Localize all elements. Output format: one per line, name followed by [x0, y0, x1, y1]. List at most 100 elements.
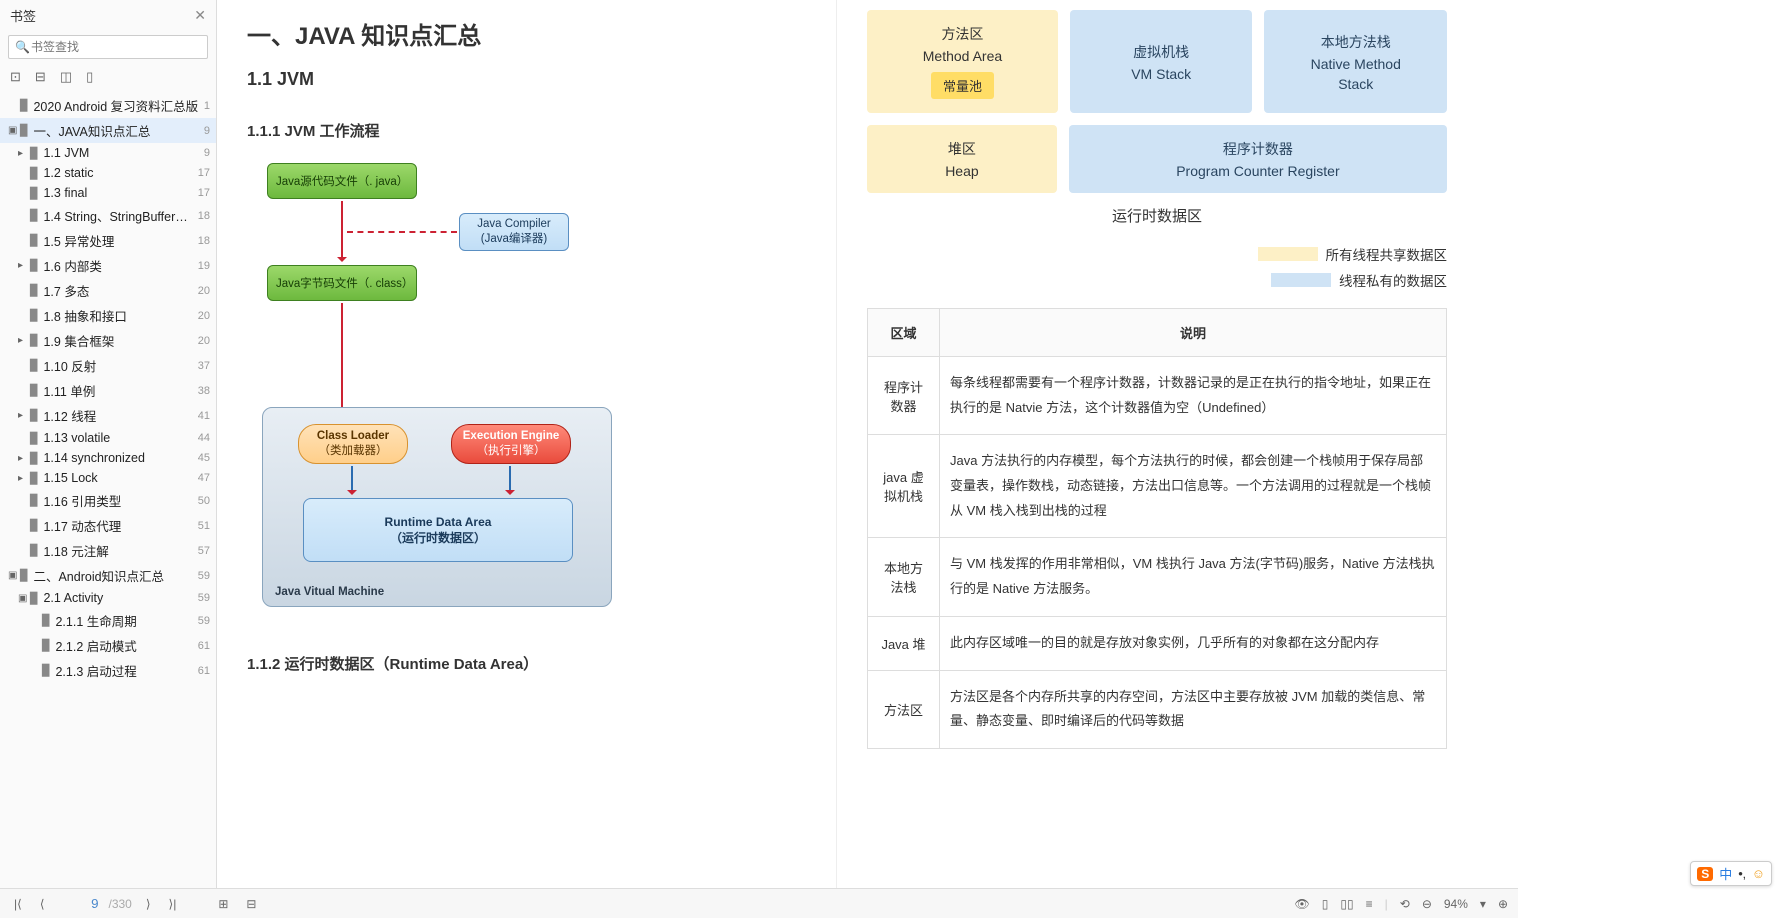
bookmark-item[interactable]: ▉1.4 String、StringBuffer、StringBuilder18 — [0, 203, 216, 228]
flow-compiler: Java Compiler (Java编译器) — [459, 213, 569, 251]
bookmark-item[interactable]: ▸▉1.6 内部类19 — [0, 253, 216, 278]
bookmark-item[interactable]: ▉2.1.2 启动模式61 — [0, 633, 216, 658]
bookmark-label: 1.9 集合框架 — [43, 331, 193, 350]
next-page-button[interactable]: ⟩ — [142, 897, 155, 911]
bookmark-label: 1.7 多态 — [43, 281, 193, 300]
collapse-icon[interactable]: ⊟ — [35, 69, 46, 85]
table-cell-region: 程序计数器 — [868, 357, 940, 435]
bookmark-icon: ▉ — [30, 209, 38, 222]
zoom-out-icon[interactable]: ⊖ — [1422, 897, 1432, 911]
bookmark-item[interactable]: ▉1.17 动态代理51 — [0, 513, 216, 538]
bookmark-item[interactable]: ▉2.1.3 启动过程61 — [0, 658, 216, 683]
bookmark-icon: ▉ — [42, 639, 50, 652]
bookmark-item[interactable]: ▉1.5 异常处理18 — [0, 228, 216, 253]
bookmark-page: 59 — [194, 592, 210, 604]
page-number-input[interactable] — [59, 896, 99, 911]
bookmark-item[interactable]: ▉1.13 volatile44 — [0, 428, 216, 448]
bookmark-page: 17 — [194, 187, 210, 199]
bookmark-icon: ▉ — [30, 147, 38, 160]
tag-icon[interactable]: ▯ — [86, 69, 93, 85]
bookmark-item[interactable]: ▸▉1.9 集合框架20 — [0, 328, 216, 353]
bookmark-item[interactable]: ▉1.16 引用类型50 — [0, 488, 216, 513]
table-cell-region: 方法区 — [868, 670, 940, 748]
bookmark-item[interactable]: ▣▉二、Android知识点汇总59 — [0, 563, 216, 588]
bookmark-item[interactable]: ▣▉一、JAVA知识点汇总9 — [0, 118, 216, 143]
last-page-button[interactable]: ⟩| — [165, 897, 181, 911]
bookmark-label: 1.4 String、StringBuffer、StringBuilder — [43, 206, 193, 225]
bookmark-icon[interactable]: ◫ — [60, 69, 72, 85]
bookmark-label: 2.1.2 启动模式 — [55, 636, 193, 655]
rotate-icon[interactable]: ⟲ — [1400, 897, 1410, 911]
legend-swatch-private — [1271, 273, 1331, 287]
bookmark-label: 1.16 引用类型 — [43, 491, 193, 510]
bookmark-item[interactable]: ▸▉1.15 Lock47 — [0, 468, 216, 488]
bookmark-page: 9 — [200, 125, 210, 137]
twisty-icon: ▸ — [18, 260, 30, 271]
fit-width-icon[interactable]: ⊞ — [214, 897, 232, 911]
bookmark-icon: ▉ — [42, 664, 50, 677]
bookmark-icon: ▉ — [20, 124, 28, 137]
bookmark-icon: ▉ — [30, 592, 38, 605]
table-cell-desc: 每条线程都需要有一个程序计数器，计数器记录的是正在执行的指令地址，如果正在执行的… — [940, 357, 1447, 435]
bookmark-search-input[interactable] — [8, 35, 208, 59]
bookmark-item[interactable]: ▉1.18 元注解57 — [0, 538, 216, 563]
eye-icon[interactable]: 👁 — [1295, 897, 1310, 911]
ime-punct-icon: •‚ — [1738, 866, 1745, 881]
first-page-button[interactable]: |⟨ — [10, 897, 26, 911]
twisty-icon: ▣ — [8, 125, 20, 136]
arrow-icon — [341, 201, 343, 261]
layout-facing-icon[interactable]: ▯▯ — [1340, 897, 1353, 911]
bookmark-item[interactable]: ▉1.10 反射37 — [0, 353, 216, 378]
twisty-icon: ▸ — [18, 453, 30, 464]
bookmark-label: 1.17 动态代理 — [43, 516, 193, 535]
bookmark-item[interactable]: ▉1.3 final17 — [0, 183, 216, 203]
bookmark-item[interactable]: ▉1.2 static17 — [0, 163, 216, 183]
zoom-dropdown-icon[interactable]: ▾ — [1480, 897, 1486, 911]
close-icon[interactable]: ✕ — [194, 7, 206, 24]
bookmark-item[interactable]: ▉2.1.1 生命周期59 — [0, 608, 216, 633]
bookmark-label: 1.3 final — [43, 186, 193, 200]
bookmark-item[interactable]: ▉1.8 抽象和接口20 — [0, 303, 216, 328]
bookmark-page: 59 — [194, 615, 210, 627]
zoom-level[interactable]: 94% — [1444, 897, 1468, 911]
runtime-data-area-diagram: 方法区 Method Area 常量池 虚拟机栈 VM Stack 本地方法栈 … — [867, 10, 1447, 290]
layout-continuous-icon[interactable]: ≡ — [1366, 897, 1373, 911]
bookmark-item[interactable]: ▸▉1.12 线程41 — [0, 403, 216, 428]
twisty-icon: ▣ — [18, 593, 30, 604]
twisty-icon: ▸ — [18, 473, 30, 484]
zoom-in-icon[interactable]: ⊕ — [1498, 897, 1508, 911]
dashed-arrow — [347, 231, 457, 233]
fit-page-icon[interactable]: ⊟ — [242, 897, 260, 911]
subsection-heading: 1.1.1 JVM 工作流程 — [247, 120, 806, 141]
bookmark-item[interactable]: ▸▉1.14 synchronized45 — [0, 448, 216, 468]
twisty-icon: ▸ — [18, 410, 30, 421]
bookmark-page: 44 — [194, 432, 210, 444]
bookmark-label: 1.15 Lock — [43, 471, 193, 485]
bookmark-label: 1.5 异常处理 — [43, 231, 193, 250]
flow-bytecode: Java字节码文件（. class） — [267, 265, 417, 301]
prev-page-button[interactable]: ⟨ — [36, 897, 49, 911]
bookmark-item[interactable]: ▉2020 Android 复习资料汇总版1 — [0, 93, 216, 118]
ime-indicator[interactable]: S 中 •‚ ☺ — [1690, 861, 1772, 886]
bookmark-label: 1.18 元注解 — [43, 541, 193, 560]
bookmark-label: 二、Android知识点汇总 — [33, 566, 193, 585]
legend-swatch-shared — [1258, 247, 1318, 261]
bookmark-item[interactable]: ▉1.11 单例38 — [0, 378, 216, 403]
table-header: 说明 — [940, 309, 1447, 357]
bookmark-icon: ▉ — [30, 544, 38, 557]
table-cell-desc: 方法区是各个内存所共享的内存空间，方法区中主要存放被 JVM 加载的类信息、常量… — [940, 670, 1447, 748]
bookmark-icon: ▉ — [30, 432, 38, 445]
bookmark-icon: ▉ — [30, 452, 38, 465]
expand-icon[interactable]: ⊡ — [10, 69, 21, 85]
subsection-heading: 1.1.2 运行时数据区（Runtime Data Area） — [247, 653, 806, 674]
pcr-box: 程序计数器 Program Counter Register — [1069, 125, 1447, 193]
bookmark-item[interactable]: ▸▉1.1 JVM9 — [0, 143, 216, 163]
bookmark-item[interactable]: ▣▉2.1 Activity59 — [0, 588, 216, 608]
twisty-icon: ▸ — [18, 148, 30, 159]
layout-single-icon[interactable]: ▯ — [1322, 897, 1329, 911]
jvm-label: Java Vitual Machine — [275, 586, 384, 598]
bookmark-icon: ▉ — [30, 309, 38, 322]
table-row: java 虚拟机栈Java 方法执行的内存模型，每个方法执行的时候，都会创建一个… — [868, 435, 1447, 538]
bookmark-item[interactable]: ▉1.7 多态20 — [0, 278, 216, 303]
flow-runtime-data-area: Runtime Data Area （运行时数据区） — [303, 498, 573, 562]
